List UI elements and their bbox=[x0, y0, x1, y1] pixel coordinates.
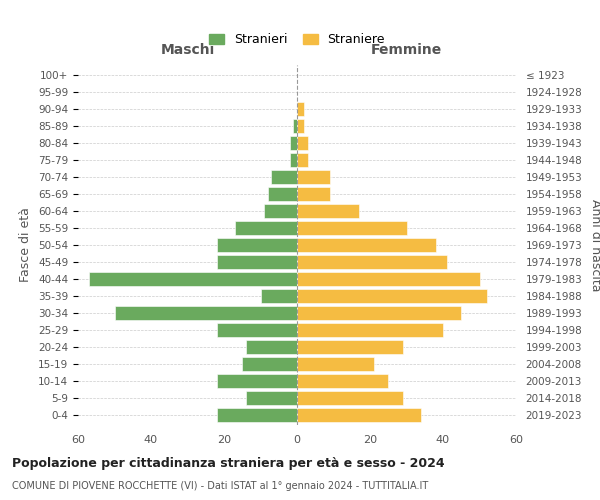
Bar bbox=[217, 323, 297, 336]
Bar bbox=[89, 272, 297, 286]
Bar bbox=[217, 374, 297, 388]
Bar bbox=[297, 255, 446, 269]
Bar bbox=[297, 391, 403, 404]
Bar bbox=[297, 340, 403, 353]
Bar bbox=[264, 204, 297, 218]
Y-axis label: Anni di nascita: Anni di nascita bbox=[589, 198, 600, 291]
Bar bbox=[246, 391, 297, 404]
Text: COMUNE DI PIOVENE ROCCHETTE (VI) - Dati ISTAT al 1° gennaio 2024 - TUTTITALIA.IT: COMUNE DI PIOVENE ROCCHETTE (VI) - Dati … bbox=[12, 481, 428, 491]
Bar bbox=[297, 289, 487, 302]
Text: Popolazione per cittadinanza straniera per età e sesso - 2024: Popolazione per cittadinanza straniera p… bbox=[12, 458, 445, 470]
Y-axis label: Fasce di età: Fasce di età bbox=[19, 208, 32, 282]
Bar bbox=[297, 323, 443, 336]
Bar bbox=[297, 357, 374, 370]
Bar bbox=[297, 374, 388, 388]
Bar bbox=[297, 120, 304, 133]
Bar bbox=[242, 357, 297, 370]
Bar bbox=[297, 408, 421, 422]
Bar bbox=[297, 306, 461, 320]
Bar bbox=[293, 120, 297, 133]
Bar bbox=[297, 154, 308, 167]
Bar bbox=[297, 102, 304, 116]
Bar bbox=[268, 188, 297, 201]
Bar bbox=[217, 238, 297, 252]
Bar bbox=[217, 408, 297, 422]
Text: Maschi: Maschi bbox=[160, 42, 215, 56]
Bar bbox=[271, 170, 297, 184]
Bar bbox=[297, 221, 407, 235]
Bar bbox=[297, 204, 359, 218]
Bar bbox=[217, 255, 297, 269]
Bar bbox=[260, 289, 297, 302]
Bar bbox=[297, 188, 330, 201]
Bar bbox=[235, 221, 297, 235]
Legend: Stranieri, Straniere: Stranieri, Straniere bbox=[204, 28, 390, 51]
Bar bbox=[115, 306, 297, 320]
Bar bbox=[246, 340, 297, 353]
Bar bbox=[290, 154, 297, 167]
Bar bbox=[290, 136, 297, 150]
Text: Femmine: Femmine bbox=[371, 42, 442, 56]
Bar bbox=[297, 136, 308, 150]
Bar bbox=[297, 272, 479, 286]
Bar bbox=[297, 170, 330, 184]
Bar bbox=[297, 238, 436, 252]
